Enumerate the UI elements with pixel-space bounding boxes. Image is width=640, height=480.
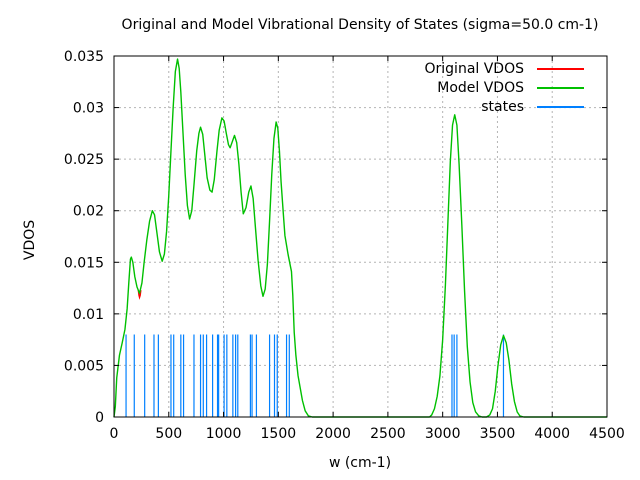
- y-tick-label: 0.01: [73, 307, 104, 323]
- x-tick-label: 4500: [589, 426, 625, 442]
- model-vdos-curve: [113, 58, 607, 418]
- legend-label-original-vdos: Original VDOS: [424, 60, 525, 77]
- plot-border: [113, 55, 608, 418]
- x-tick-label: 0: [110, 426, 119, 442]
- legend-line-sample-states: [537, 106, 584, 109]
- y-tick-label: 0.005: [64, 358, 104, 374]
- legend-label-states: states: [481, 99, 524, 116]
- y-tick-label: 0.02: [73, 204, 104, 220]
- legend-label-model-vdos: Model VDOS: [437, 80, 524, 97]
- x-axis-label: w (cm-1): [328, 455, 392, 471]
- y-tick-label: 0.015: [64, 255, 104, 271]
- legend: Original VDOS Model VDOS states: [424, 59, 584, 117]
- x-tick-label: 4000: [534, 426, 570, 442]
- x-tick-label: 3000: [425, 426, 461, 442]
- x-tick-label: 1500: [261, 426, 297, 442]
- legend-item-model-vdos: Model VDOS: [425, 78, 584, 97]
- y-tick-label: 0: [95, 410, 104, 426]
- legend-item-original-vdos: Original VDOS: [424, 59, 584, 78]
- chart-title: Original and Model Vibrational Density o…: [121, 17, 599, 33]
- x-tick-label: 3500: [480, 426, 516, 442]
- x-tick-label: 2500: [370, 426, 406, 442]
- x-tick-label: 2000: [315, 426, 351, 442]
- y-tick-label: 0.03: [73, 101, 104, 117]
- x-tick-label: 1000: [206, 426, 242, 442]
- x-tick-label: 500: [155, 426, 182, 442]
- y-tick-label: 0.025: [64, 152, 104, 168]
- legend-line-sample-original-vdos: [537, 67, 584, 70]
- y-tick-label: 0.035: [64, 49, 104, 65]
- legend-item-states: states: [425, 98, 584, 117]
- legend-line-sample-model-vdos: [537, 87, 584, 90]
- original-vdos-curve: [137, 290, 142, 300]
- y-axis-label: VDOS: [22, 219, 38, 261]
